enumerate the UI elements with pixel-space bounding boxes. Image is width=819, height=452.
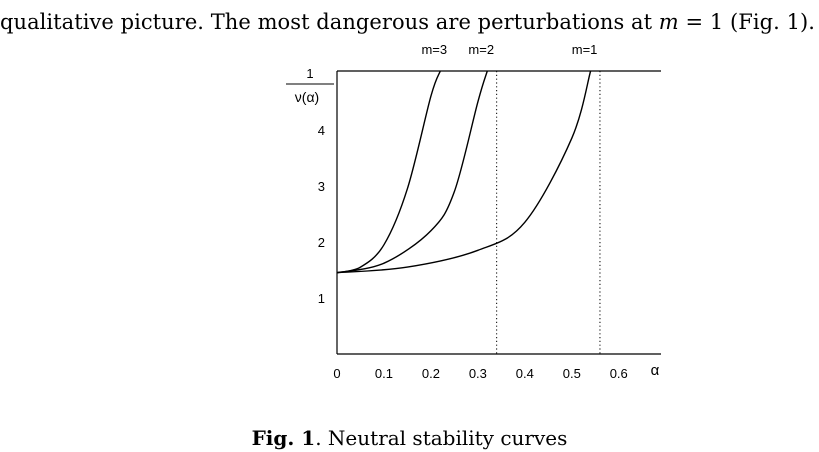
- curve-m3: [336, 70, 441, 274]
- intro-text: qualitative picture. The most dangerous …: [0, 10, 815, 34]
- y-axis-label-denominator: ν(α): [295, 89, 319, 105]
- series-label-m3: m=3: [421, 42, 447, 57]
- y-tick-label: 4: [318, 123, 325, 138]
- x-axis-label: α: [651, 362, 660, 379]
- x-tick-label: 0.1: [375, 366, 393, 381]
- series-label-m1: m=1: [572, 42, 598, 57]
- x-tick-label: 0.5: [563, 366, 581, 381]
- curve-m1: [336, 70, 592, 274]
- x-tick-label: 0.3: [469, 366, 487, 381]
- x-tick-label: 0.6: [610, 366, 628, 381]
- x-tick-label: 0: [333, 366, 340, 381]
- curve-m2: [336, 70, 488, 274]
- y-tick-label: 2: [318, 235, 325, 250]
- series-label-m2: m=2: [468, 42, 494, 57]
- y-axis-label-numerator: 1: [306, 66, 313, 81]
- caption-text: . Neutral stability curves: [315, 426, 568, 450]
- figure-caption: Fig. 1. Neutral stability curves: [0, 425, 819, 451]
- y-tick-label: 1: [318, 291, 325, 306]
- y-tick-label: 3: [318, 179, 325, 194]
- caption-label: Fig. 1: [251, 426, 316, 450]
- x-tick-label: 0.4: [516, 366, 534, 381]
- x-tick-label: 0.2: [422, 366, 440, 381]
- math-m: m: [658, 10, 679, 34]
